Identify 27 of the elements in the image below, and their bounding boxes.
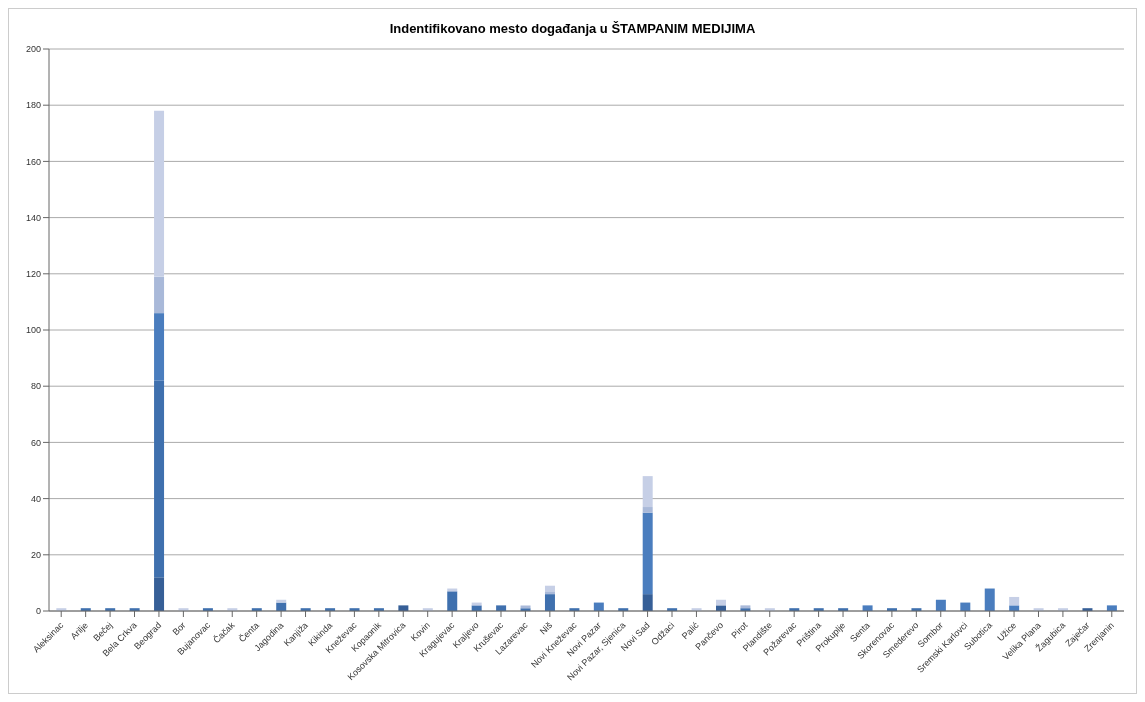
bar	[984, 588, 995, 611]
y-tick-label: 60	[30, 437, 41, 448]
bar	[154, 577, 165, 611]
bar	[154, 313, 165, 381]
y-tick-label: 140	[25, 212, 41, 223]
y-tick-label: 40	[30, 493, 41, 504]
y-tick-label: 180	[25, 100, 41, 111]
y-tick-label: 20	[30, 549, 41, 560]
bar	[544, 594, 555, 611]
y-tick-label: 160	[25, 156, 41, 167]
bar	[154, 276, 165, 314]
bar	[154, 110, 165, 277]
bar	[154, 380, 165, 578]
bar	[447, 591, 458, 611]
y-tick-label: 80	[30, 381, 41, 392]
y-tick-label: 0	[35, 606, 41, 617]
bar	[642, 476, 653, 508]
chart-title: Indentifikovano mesto događanja u ŠTAMPANIM MEDIJIMA	[388, 20, 757, 38]
y-tick-label: 120	[25, 268, 41, 279]
bar	[642, 594, 653, 611]
bar	[642, 507, 653, 513]
bar	[276, 599, 287, 603]
bar	[1009, 596, 1020, 606]
bar	[642, 512, 653, 595]
y-tick-label: 100	[25, 325, 41, 336]
bar	[544, 591, 555, 595]
y-tick-label: 200	[25, 44, 41, 55]
